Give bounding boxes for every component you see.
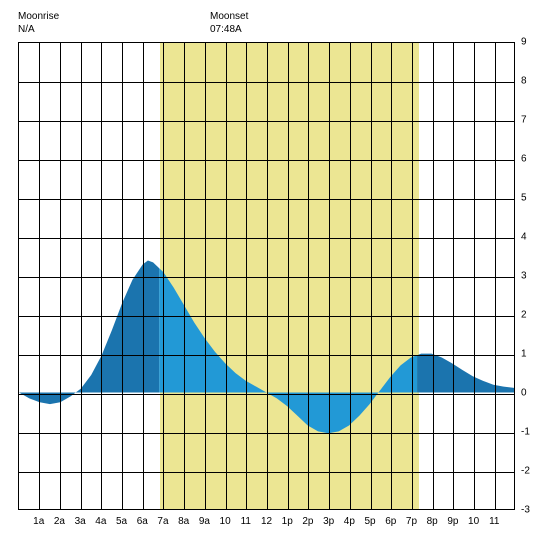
x-tick-label: 6a <box>137 516 148 527</box>
grid-h <box>19 199 514 200</box>
x-tick-label: 1a <box>33 516 44 527</box>
x-tick-label: 11 <box>241 516 251 527</box>
y-tick-label: 3 <box>521 271 527 282</box>
x-tick-label: 3p <box>323 516 334 527</box>
moonrise-label: Moonrise N/A <box>18 10 59 36</box>
x-tick-label: 10 <box>468 516 479 527</box>
x-tick-label: 9p <box>447 516 458 527</box>
moonset-value: 07:48A <box>210 24 242 35</box>
moonset-label: Moonset 07:48A <box>210 10 248 36</box>
moonset-title: Moonset <box>210 11 248 22</box>
y-tick-label: 6 <box>521 154 527 165</box>
grid-h <box>19 160 514 161</box>
grid-h <box>19 472 514 473</box>
y-tick-label: -3 <box>521 505 530 516</box>
x-tick-label: 8a <box>178 516 189 527</box>
grid-h <box>19 316 514 317</box>
x-tick-label: 5p <box>364 516 375 527</box>
x-tick-label: 11 <box>489 516 499 527</box>
x-tick-label: 4p <box>344 516 355 527</box>
x-tick-label: 1p <box>282 516 293 527</box>
y-tick-label: 4 <box>521 232 527 243</box>
y-tick-label: 9 <box>521 37 527 48</box>
grid-h <box>19 82 514 83</box>
x-tick-label: 10 <box>220 516 231 527</box>
x-tick-label: 6p <box>385 516 396 527</box>
x-tick-label: 4a <box>95 516 106 527</box>
moonrise-value: N/A <box>18 24 35 35</box>
x-tick-label: 7p <box>406 516 417 527</box>
x-tick-label: 2p <box>302 516 313 527</box>
y-tick-label: 7 <box>521 115 527 126</box>
y-tick-label: 0 <box>521 388 527 399</box>
grid-h <box>19 277 514 278</box>
x-tick-label: 9a <box>199 516 210 527</box>
x-tick-label: 5a <box>116 516 127 527</box>
y-tick-label: -2 <box>521 466 530 477</box>
x-tick-label: 3a <box>75 516 86 527</box>
grid-h <box>19 355 514 356</box>
grid-h <box>19 394 514 395</box>
grid-h <box>19 433 514 434</box>
y-tick-label: 8 <box>521 76 527 87</box>
grid-h <box>19 238 514 239</box>
y-tick-label: 2 <box>521 310 527 321</box>
plot-area <box>18 42 515 510</box>
x-tick-label: 2a <box>54 516 65 527</box>
moonrise-title: Moonrise <box>18 11 59 22</box>
y-tick-label: -1 <box>521 427 530 438</box>
tide-chart: Moonrise N/A Moonset 07:48A 1a 2a 3a 4a 5a 6a… <box>0 0 550 550</box>
x-tick-label: 12 <box>261 516 272 527</box>
y-tick-label: 5 <box>521 193 527 204</box>
y-tick-label: 1 <box>521 349 527 360</box>
x-tick-label: 8p <box>427 516 438 527</box>
x-tick-label: 7a <box>157 516 168 527</box>
grid-h <box>19 121 514 122</box>
